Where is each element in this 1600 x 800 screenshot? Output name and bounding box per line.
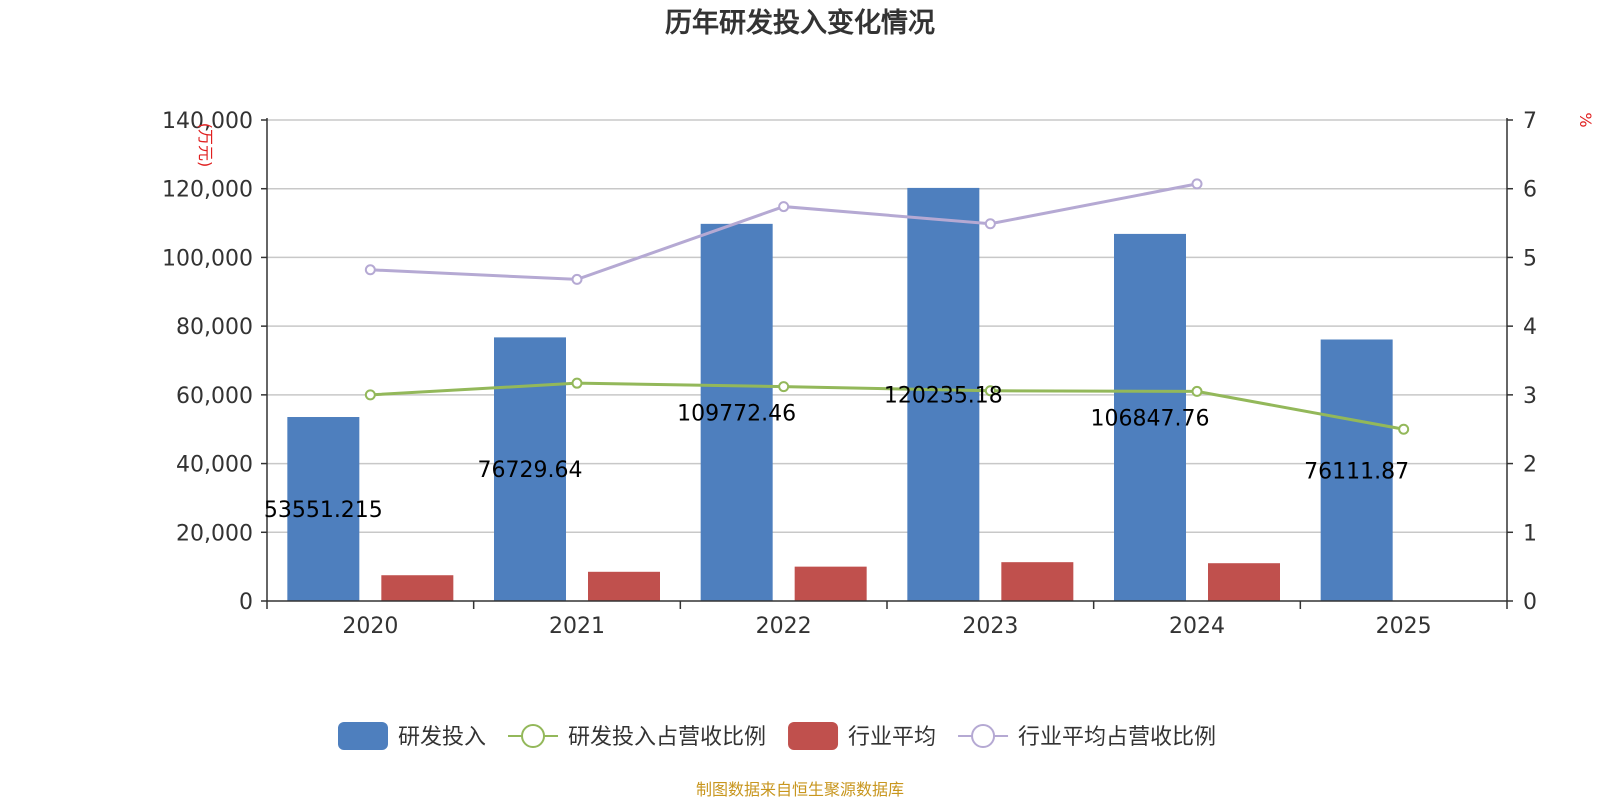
bar-rd xyxy=(1114,233,1186,602)
y-right-unit: % xyxy=(1576,112,1595,127)
x-tick-label: 2022 xyxy=(756,614,812,639)
y-right-tick-label: 3 xyxy=(1523,384,1537,409)
bar-rd xyxy=(700,223,773,601)
y-right-tick-label: 4 xyxy=(1523,315,1537,340)
series-point xyxy=(364,264,376,276)
bar-industry xyxy=(1208,563,1280,601)
data-label: 109772.46 xyxy=(677,401,796,426)
legend-label: 行业平均占营收比例 xyxy=(1018,725,1216,750)
series-point xyxy=(1191,385,1203,397)
bar-industry xyxy=(1001,562,1074,601)
data-label: 106847.76 xyxy=(1091,406,1210,431)
legend-label: 研发投入 xyxy=(398,725,486,750)
legend-swatch-marker xyxy=(971,724,996,748)
series-point xyxy=(1398,423,1410,435)
lines xyxy=(364,178,1410,435)
y-left-tick-label: 20,000 xyxy=(176,521,253,546)
y-right-tick-label: 6 xyxy=(1523,178,1537,203)
bar-rd xyxy=(494,337,566,601)
y-left-tick-label: 140,000 xyxy=(162,109,253,134)
x-tick-label: 2020 xyxy=(342,614,398,639)
chart-title: 历年研发投入变化情况 xyxy=(665,7,935,39)
x-tick-label: 2024 xyxy=(1169,614,1225,639)
x-tick-label: 2023 xyxy=(962,614,1018,639)
legend-label: 研发投入占营收比例 xyxy=(568,725,766,750)
y-right-tick-label: 0 xyxy=(1523,590,1537,615)
legend-swatch xyxy=(338,722,388,750)
bar-rd xyxy=(287,417,360,601)
y-right-tick-label: 7 xyxy=(1523,109,1537,134)
y-left-tick-label: 100,000 xyxy=(162,246,253,271)
gridlines xyxy=(267,119,1507,534)
legend-swatch xyxy=(788,722,839,750)
y-left-tick-label: 0 xyxy=(239,590,253,615)
bar-rd xyxy=(907,187,980,601)
series-point xyxy=(778,381,790,393)
legend: 研发投入 研发投入占营收比例 行业平均 行业平均占营收比例 xyxy=(338,722,1216,750)
data-label: 76111.87 xyxy=(1304,459,1409,484)
y-left-tick-label: 120,000 xyxy=(162,178,253,203)
bar-industry xyxy=(588,571,660,601)
bar-industry xyxy=(381,575,454,601)
series-point xyxy=(984,385,996,397)
data-label: 76729.64 xyxy=(478,458,583,483)
series-point xyxy=(778,201,790,213)
y-right-tick-label: 2 xyxy=(1523,453,1537,478)
data-labels: 53551.215 76729.64 109772.46 120235.18 10684… xyxy=(264,383,1409,523)
series-point xyxy=(364,389,376,401)
data-label: 120235.18 xyxy=(884,383,1003,408)
y-left-tick-label: 80,000 xyxy=(176,315,253,340)
bar-industry xyxy=(794,566,867,601)
series-point xyxy=(571,377,583,389)
series-line xyxy=(370,182,1198,281)
y-left-tick-label: 40,000 xyxy=(176,453,253,478)
axes: 0 20,000 40,000 60,000 80,000 100,000 120,000 1… xyxy=(162,109,1537,639)
y-left-tick-label: 60,000 xyxy=(176,384,253,409)
bar-rd xyxy=(1320,339,1393,601)
series-point xyxy=(1191,178,1203,190)
x-tick-label: 2021 xyxy=(549,614,605,639)
source-note: 制图数据来自恒生聚源数据库 xyxy=(696,780,904,799)
y-right-tick-label: 5 xyxy=(1523,246,1537,271)
series-line xyxy=(370,381,1404,431)
legend-swatch-marker xyxy=(521,724,546,748)
legend-label: 行业平均 xyxy=(848,725,936,750)
y-right-tick-label: 1 xyxy=(1523,521,1537,546)
y-left-unit: (万元) xyxy=(196,123,215,168)
bars xyxy=(287,187,1393,602)
series-point xyxy=(984,218,996,230)
series-point xyxy=(571,273,583,285)
x-tick-label: 2025 xyxy=(1376,614,1432,639)
data-label: 53551.215 xyxy=(264,498,383,523)
